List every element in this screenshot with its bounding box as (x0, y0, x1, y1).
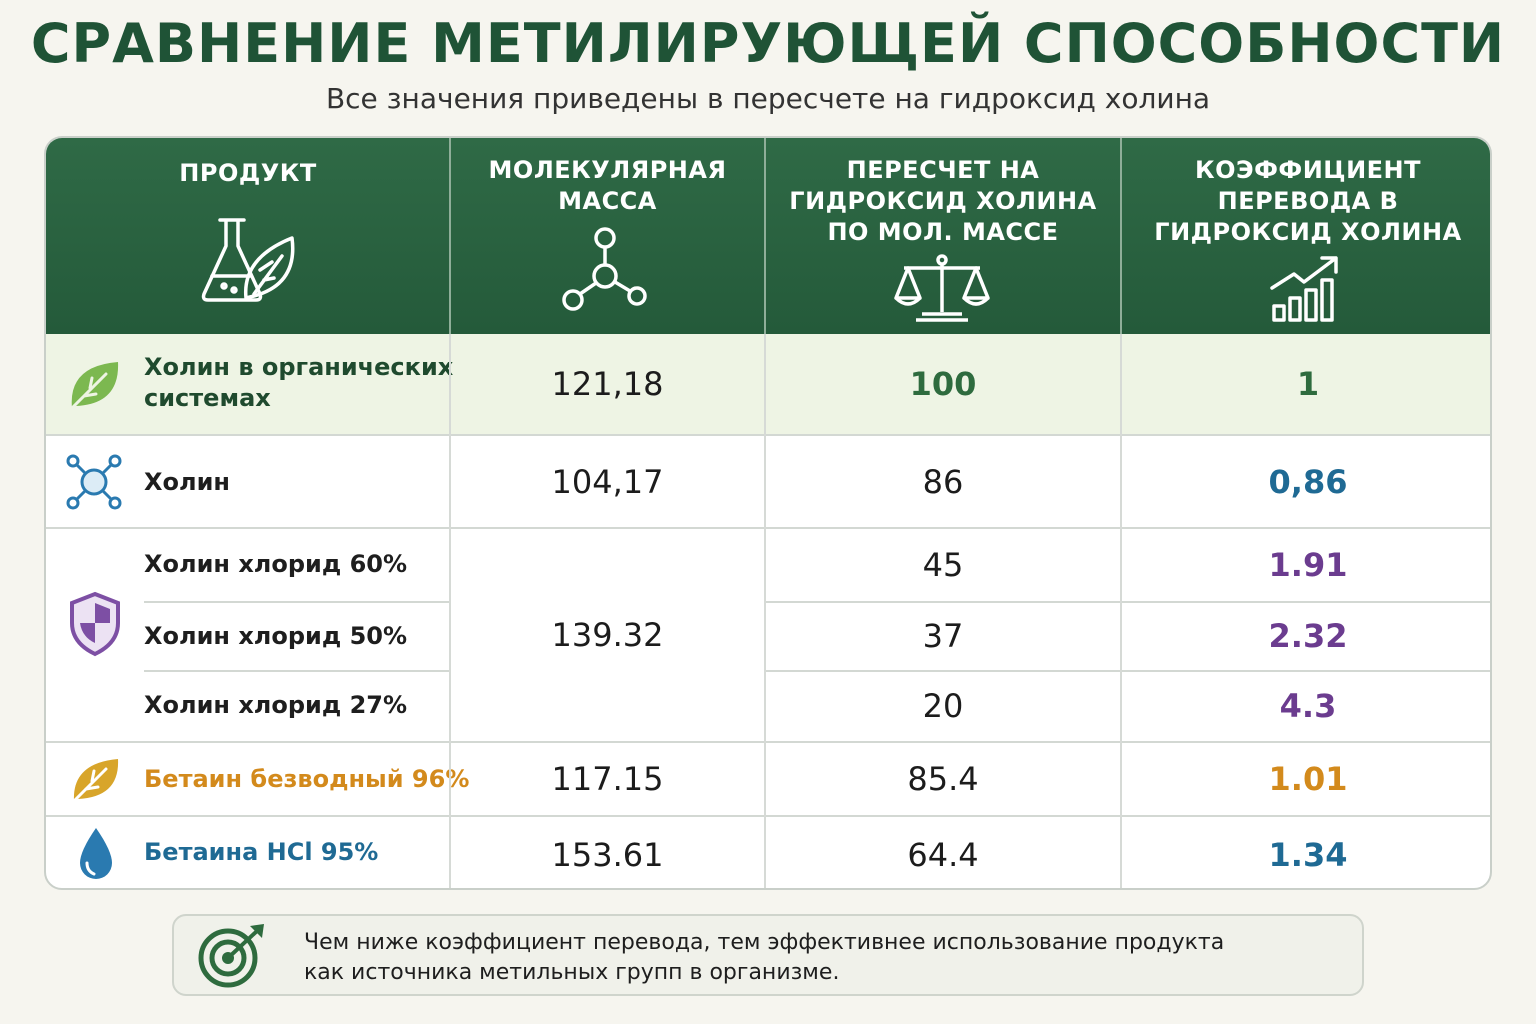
info-note: Чем ниже коэффициент перевода, тем эффек… (172, 914, 1364, 996)
product-name: Холин хлорид 60% (144, 550, 408, 578)
table-row: Бетаина HCl 95% 153.61 64.4 1.34 (46, 817, 1490, 888)
column-divider (1120, 334, 1122, 888)
row-divider (766, 670, 1490, 672)
coefficient-value: 2.32 (1268, 616, 1348, 655)
table-row: Холин в органических системах 121,18 100… (46, 334, 1490, 436)
header-coefficient-line2: ПЕРЕВОДА В (1217, 187, 1399, 215)
conversion-value: 85.4 (907, 760, 979, 798)
product-name: Холин в органических системах (144, 352, 453, 414)
shield-icon (70, 591, 120, 657)
product-name-line1: Холин в органических (144, 353, 454, 381)
header-divider (449, 138, 451, 334)
note-text: Чем ниже коэффициент перевода, тем эффек… (304, 928, 1344, 988)
target-icon (198, 924, 264, 988)
header-divider (1120, 138, 1122, 334)
header-coefficient: КОЭФФИЦИЕНТ ПЕРЕВОДА В ГИДРОКСИД ХОЛИНА (1122, 138, 1490, 334)
header-mass-line2: МАССА (558, 187, 657, 215)
row-divider (144, 670, 450, 672)
product-name: Бетаин безводный 96% (144, 765, 470, 793)
molecular-mass: 104,17 (551, 462, 664, 501)
coefficient-value: 0,86 (1268, 462, 1348, 501)
flask-leaf-icon (201, 218, 295, 302)
conversion-value: 37 (922, 616, 964, 655)
header-conversion-line2: ГИДРОКСИД ХОЛИНА (789, 187, 1097, 215)
molecular-mass: 121,18 (551, 365, 664, 403)
product-name-line2: системах (144, 384, 271, 412)
note-line1: Чем ниже коэффициент перевода, тем эффек… (304, 930, 1225, 955)
row-divider (144, 601, 450, 603)
row-divider (766, 601, 1490, 603)
molecule-node-icon (66, 454, 122, 510)
leaf-icon (70, 362, 119, 410)
scales-icon (894, 254, 990, 322)
page-title: СРАВНЕНИЕ МЕТИЛИРУЮЩЕЙ СПОСОБНОСТИ (30, 12, 1506, 75)
header-mass: МОЛЕКУЛЯРНАЯ МАССА (451, 138, 764, 334)
molecular-mass: 139.32 (551, 616, 664, 654)
product-name: Бетаина HCl 95% (144, 838, 379, 866)
table-header: ПРОДУКТ МОЛЕКУЛЯРНАЯ МАССА (46, 138, 1490, 334)
column-divider (764, 334, 766, 888)
gold-leaf-icon (72, 759, 119, 803)
note-line2: как источника метильных групп в организм… (304, 960, 840, 985)
header-product: ПРОДУКТ (46, 138, 450, 334)
product-name: Холин хлорид 27% (144, 691, 408, 719)
molecular-mass: 153.61 (551, 835, 664, 874)
conversion-value: 64.4 (907, 835, 979, 874)
page-subtitle: Все значения приведены в пересчете на ги… (325, 82, 1211, 115)
coefficient-value: 1.34 (1268, 835, 1348, 874)
water-drop-icon (80, 828, 112, 879)
table-row: Бетаин безводный 96% 117.15 85.4 1.01 (46, 743, 1490, 817)
header-conversion-line3: ПО МОЛ. МАССЕ (827, 218, 1059, 246)
molecular-mass: 117.15 (551, 760, 664, 798)
header-coefficient-line1: КОЭФФИЦИЕНТ (1194, 156, 1422, 184)
table-row: Холин 104,17 86 0,86 (46, 436, 1490, 529)
conversion-value: 100 (909, 365, 977, 403)
table-row-group: Холин хлорид 60% Холин хлорид 50% Холин … (46, 529, 1490, 743)
conversion-value: 86 (922, 462, 964, 501)
growth-chart-icon (1270, 256, 1338, 322)
conversion-value: 20 (922, 686, 964, 725)
coefficient-value: 4.3 (1279, 686, 1337, 725)
column-divider (449, 334, 451, 888)
header-coefficient-line3: ГИДРОКСИД ХОЛИНА (1154, 218, 1462, 246)
coefficient-value: 1.91 (1268, 546, 1348, 584)
molecule-icon (562, 227, 647, 311)
header-mass-line1: МОЛЕКУЛЯРНАЯ (488, 156, 727, 184)
header-conversion: ПЕРЕСЧЕТ НА ГИДРОКСИД ХОЛИНА ПО МОЛ. МАС… (766, 138, 1120, 334)
coefficient-value: 1 (1296, 365, 1320, 403)
conversion-value: 45 (922, 546, 964, 584)
header-conversion-line1: ПЕРЕСЧЕТ НА (846, 156, 1040, 184)
product-name: Холин хлорид 50% (144, 622, 408, 650)
product-name: Холин (144, 468, 230, 496)
header-product-label: ПРОДУКТ (179, 159, 317, 187)
header-divider (764, 138, 766, 334)
comparison-table: ПРОДУКТ МОЛЕКУЛЯРНАЯ МАССА (44, 136, 1492, 890)
coefficient-value: 1.01 (1268, 760, 1348, 798)
